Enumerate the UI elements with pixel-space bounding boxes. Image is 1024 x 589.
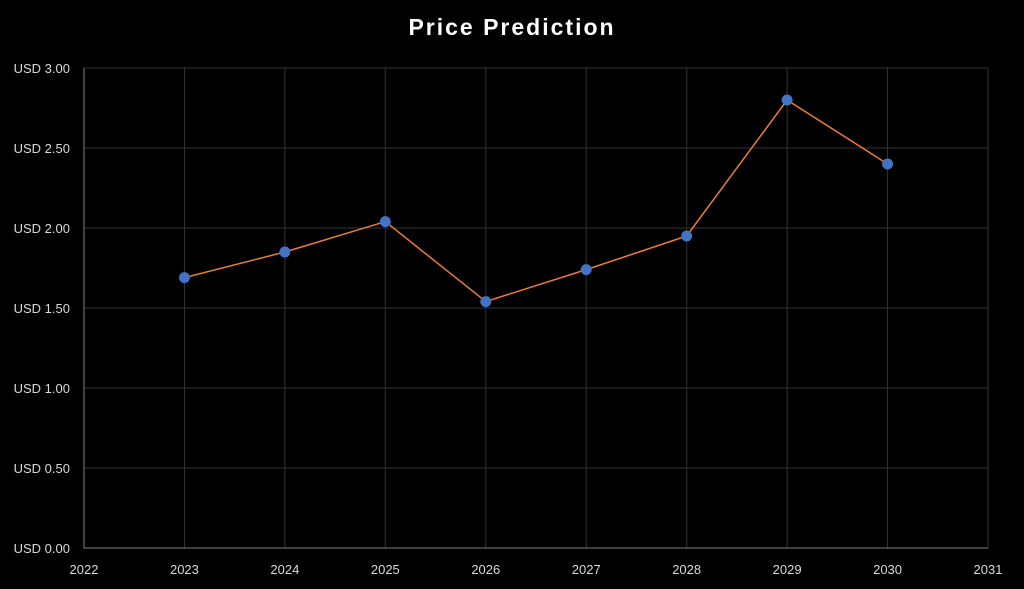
- data-point: [178, 272, 190, 284]
- x-tick-label: 2029: [773, 562, 802, 577]
- x-tick-label: 2026: [471, 562, 500, 577]
- x-tick-label: 2027: [572, 562, 601, 577]
- y-tick-label: USD 0.00: [14, 541, 70, 556]
- data-point: [480, 296, 492, 308]
- price-markers: [178, 94, 894, 308]
- y-tick-label: USD 1.50: [14, 301, 70, 316]
- data-point: [279, 246, 291, 258]
- data-point: [882, 158, 894, 170]
- y-tick-label: USD 0.50: [14, 461, 70, 476]
- y-tick-labels: USD 0.00 USD 0.50 USD 1.00 USD 1.50 USD 2.00…: [14, 61, 70, 556]
- series-line: [184, 98, 888, 303]
- x-tick-label: 2023: [170, 562, 199, 577]
- data-point: [379, 216, 391, 228]
- data-point: [580, 264, 592, 276]
- data-point: [781, 94, 793, 106]
- y-tick-label: USD 1.00: [14, 381, 70, 396]
- x-tick-label: 2028: [672, 562, 701, 577]
- y-tick-label: USD 2.50: [14, 141, 70, 156]
- x-tick-label: 2031: [974, 562, 1003, 577]
- price-series: [184, 98, 888, 303]
- chart-title: Price Prediction: [408, 14, 616, 40]
- data-point: [681, 230, 693, 242]
- x-tick-labels: 2022 2023 2024 2025 2026 2027 2028 2029 2030 2031: [70, 562, 1003, 577]
- y-tick-label: USD 2.00: [14, 221, 70, 236]
- x-tick-label: 2030: [873, 562, 902, 577]
- x-tick-label: 2025: [371, 562, 400, 577]
- x-tick-label: 2022: [70, 562, 99, 577]
- x-tick-label: 2024: [270, 562, 299, 577]
- grid-lines: [84, 67, 989, 548]
- axes: [83, 68, 988, 549]
- y-tick-label: USD 3.00: [14, 61, 70, 76]
